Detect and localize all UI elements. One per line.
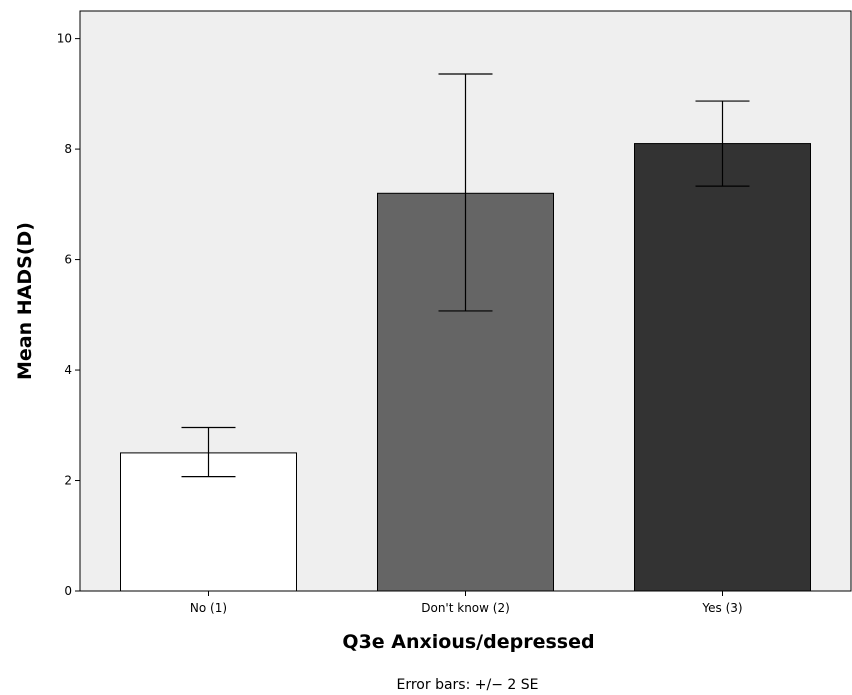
x-axis-title: Q3e Anxious/depressed [342, 631, 594, 653]
x-tick-label: No (1) [190, 601, 227, 615]
y-tick-label: 0 [64, 584, 72, 598]
y-tick-label: 8 [64, 142, 72, 156]
error-bar-3 [695, 100, 750, 187]
y-axis: 0 2 4 6 8 10 [57, 32, 80, 598]
error-bars [181, 73, 750, 478]
y-axis-title: Mean HADS(D) [14, 222, 36, 380]
error-bar-1 [181, 426, 236, 478]
x-tick-label: Don't know (2) [421, 601, 510, 615]
bar-3 [634, 143, 811, 592]
footnote: Error bars: +/− 2 SE [397, 677, 539, 693]
error-bar-2 [438, 73, 493, 312]
y-tick-label: 6 [64, 253, 72, 267]
x-axis: No (1) Don't know (2) Yes (3) [190, 591, 743, 615]
y-tick-label: 4 [64, 363, 72, 377]
x-tick-label: Yes (3) [701, 601, 742, 615]
y-tick-label: 2 [64, 474, 72, 488]
y-tick-label: 10 [57, 32, 72, 46]
